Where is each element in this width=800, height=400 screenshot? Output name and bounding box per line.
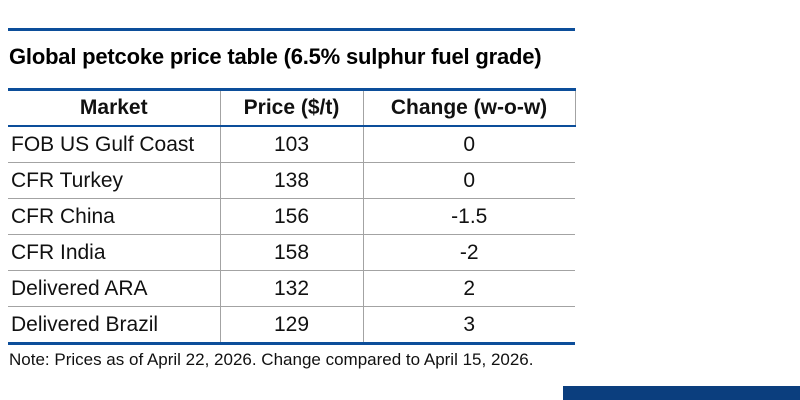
price-cell: 156 xyxy=(220,198,364,235)
column-header-price: Price ($/t) xyxy=(220,88,364,127)
table-row: FOB US Gulf Coast 103 0 xyxy=(8,126,575,163)
change-cell: -1.5 xyxy=(363,198,575,235)
price-table: Market Price ($/t) Change (w-o-w) FOB US… xyxy=(8,88,576,345)
table-header-row: Market Price ($/t) Change (w-o-w) xyxy=(8,88,576,127)
table-row: CFR China 156 -1.5 xyxy=(8,198,575,235)
market-cell: CFR China xyxy=(8,198,221,235)
note-text: Note: Prices as of April 22, 2026. Chang… xyxy=(9,350,534,369)
price-cell: 103 xyxy=(220,126,364,163)
price-cell: 132 xyxy=(220,270,364,307)
market-cell: FOB US Gulf Coast xyxy=(8,126,221,163)
market-cell: CFR Turkey xyxy=(8,162,221,199)
column-header-change: Change (w-o-w) xyxy=(363,88,576,127)
market-cell: Delivered ARA xyxy=(8,270,221,307)
price-cell: 138 xyxy=(220,162,364,199)
table-row: Delivered Brazil 129 3 xyxy=(8,306,575,345)
market-cell: Delivered Brazil xyxy=(8,306,221,345)
table-row: CFR Turkey 138 0 xyxy=(8,162,575,199)
change-cell: 0 xyxy=(363,162,575,199)
change-cell: 3 xyxy=(363,306,575,345)
price-cell: 129 xyxy=(220,306,364,345)
market-cell: CFR India xyxy=(8,234,221,271)
table-row: CFR India 158 -2 xyxy=(8,234,575,271)
change-cell: 2 xyxy=(363,270,575,307)
footer-accent-bar xyxy=(563,386,800,400)
change-cell: -2 xyxy=(363,234,575,271)
change-cell: 0 xyxy=(363,126,575,163)
page-title: Global petcoke price table (6.5% sulphur… xyxy=(9,44,542,69)
table-row: Delivered ARA 132 2 xyxy=(8,270,575,307)
price-cell: 158 xyxy=(220,234,364,271)
top-rule xyxy=(8,28,575,31)
column-header-market: Market xyxy=(8,88,221,127)
